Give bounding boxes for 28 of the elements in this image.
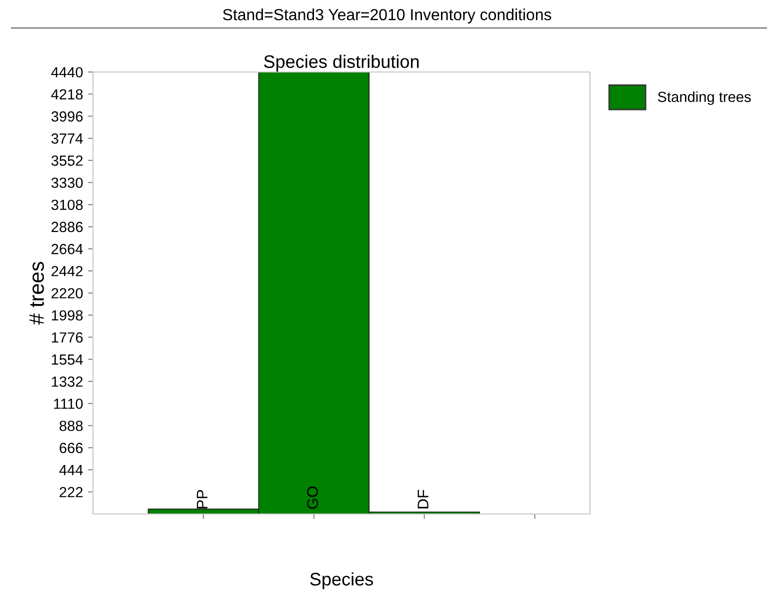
y-tick-label: 2886 [52,222,83,232]
y-tick-label: 1332 [52,376,83,387]
y-tick-label: 2664 [52,244,83,254]
y-tick-label: 1110 [54,398,83,409]
y-tick-label: 3330 [51,178,83,188]
y-tick-label: 666 [60,442,83,454]
y-tick-label: 3108 [51,200,83,210]
chart-subtitle: Species distribution [264,54,419,72]
y-tick-label: 1776 [52,332,83,343]
x-axis-title: Species [310,572,373,590]
y-tick-label: 2442 [52,266,83,276]
y-tick-label: 1998 [52,310,83,321]
y-tick-label: 2220 [52,288,83,298]
y-tick-label: 888 [60,420,83,432]
x-tick-label: PP [196,490,208,508]
y-tick-label: 3996 [51,111,83,122]
y-axis-title: # trees [29,262,44,325]
y-tick-label: 3774 [51,133,83,144]
x-tick-label: DF [418,490,428,508]
y-tick-label: 3552 [51,156,83,166]
y-tick-label: 222 [60,487,83,498]
legend-label: Standing trees [658,91,751,105]
x-tick-label: GO [307,486,318,509]
y-tick-label: 1554 [52,354,83,365]
y-tick-label: 4218 [51,89,83,100]
chart-title: Stand=Stand3 Year=2010 Inventory conditions [222,8,552,24]
y-tick-label: 4440 [51,67,83,78]
y-tick-label: 444 [59,465,83,476]
